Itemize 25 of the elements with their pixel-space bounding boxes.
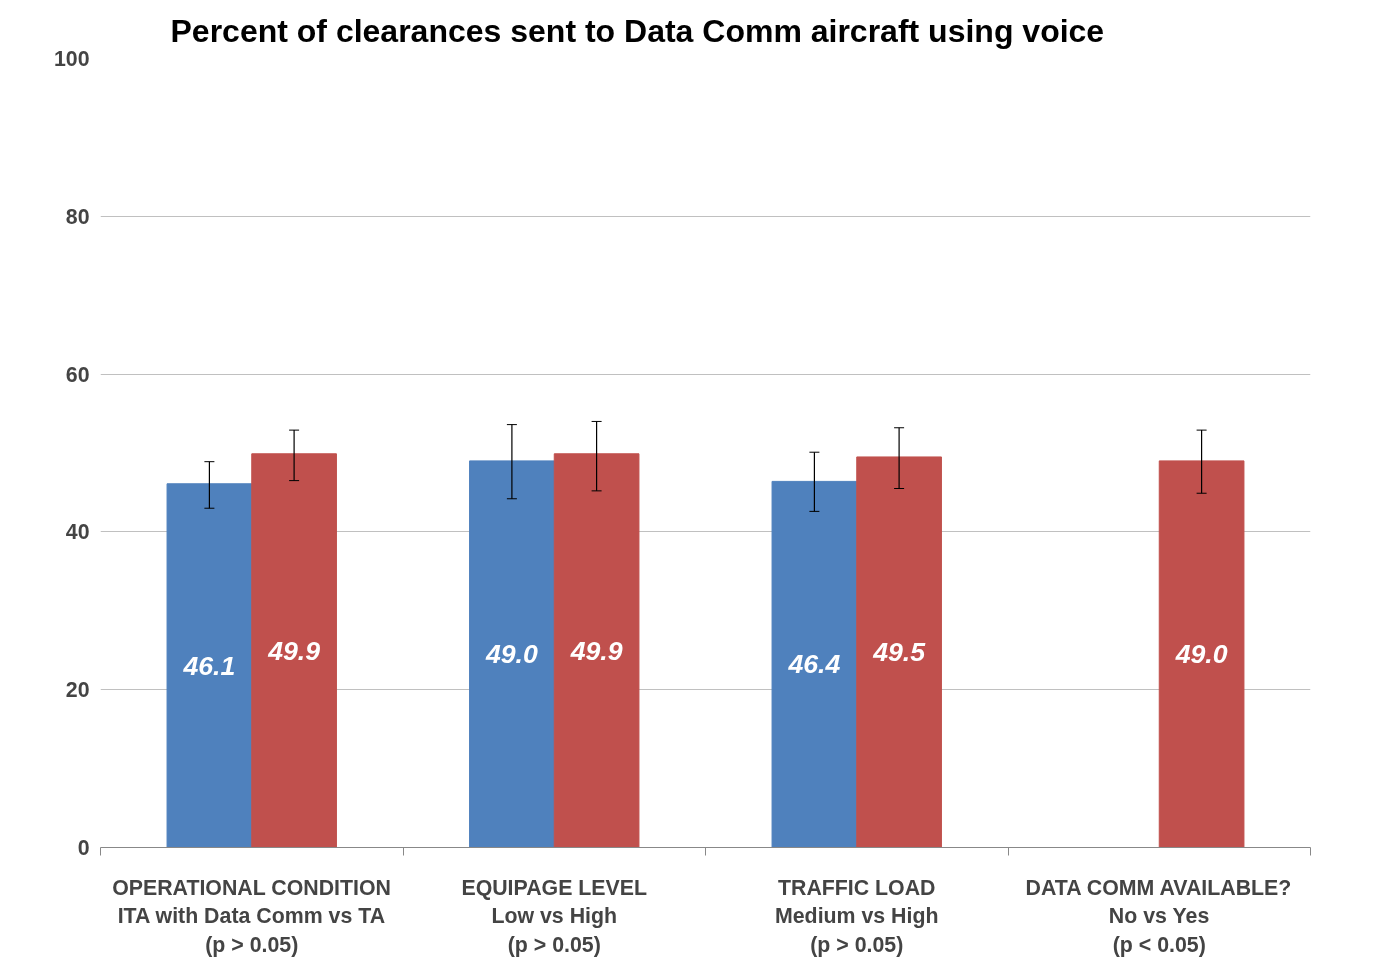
x-tick-label: EQUIPAGE LEVEL Low vs High (p > 0.05) xyxy=(461,875,648,958)
y-tick-label: 60 xyxy=(65,362,90,387)
bar xyxy=(251,453,337,848)
bar xyxy=(166,483,253,848)
bar xyxy=(856,456,942,848)
data-label: 49.9 xyxy=(569,635,623,666)
y-tick-label: 80 xyxy=(65,204,90,229)
data-label: 46.1 xyxy=(182,650,236,681)
y-tick-label: 20 xyxy=(65,678,90,703)
y-tick-label: 100 xyxy=(53,47,90,71)
y-tick-label: 0 xyxy=(77,836,90,860)
x-tick-label: OPERATIONAL CONDITION ITA with Data Comm vs TA (p > 0.05) xyxy=(112,875,391,958)
y-tick-label: 40 xyxy=(65,520,90,545)
data-label: 49.0 xyxy=(484,639,539,670)
bar xyxy=(553,453,640,848)
data-label: 49.5 xyxy=(872,637,927,668)
bar xyxy=(469,460,555,848)
data-label: 49.9 xyxy=(267,635,321,666)
chart-title: Percent of clearances sent to Data Comm aircraft using voice xyxy=(170,12,1105,49)
x-tick-label: DATA COMM AVAILABLE? No vs Yes (p < 0.05) xyxy=(1025,875,1292,958)
data-label: 49.0 xyxy=(1174,639,1228,670)
x-tick-label: TRAFFIC LOAD Medium vs High (p > 0.05) xyxy=(774,875,939,958)
bar xyxy=(1158,460,1245,848)
data-label: 46.4 xyxy=(787,649,841,680)
bar xyxy=(771,480,858,848)
